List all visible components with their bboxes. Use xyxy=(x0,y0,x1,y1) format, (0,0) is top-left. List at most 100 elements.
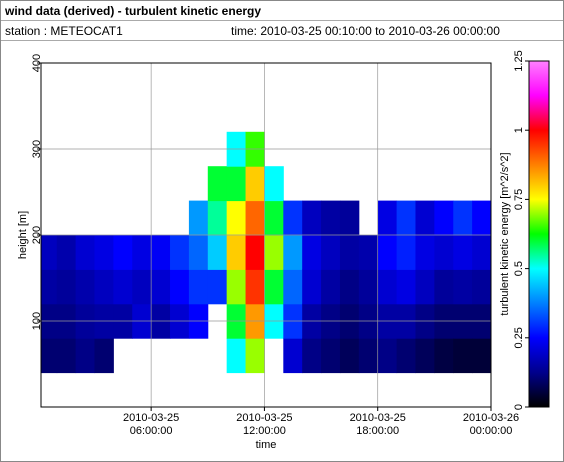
heat-cell xyxy=(41,338,58,374)
heat-cell xyxy=(188,235,209,270)
heat-cell xyxy=(56,338,77,374)
heat-cell xyxy=(283,338,303,374)
heat-cell xyxy=(245,200,265,236)
heat-cell xyxy=(434,338,454,374)
heat-cell xyxy=(453,200,473,236)
y-tick-label: 300 xyxy=(31,140,43,158)
heat-cell xyxy=(377,200,398,236)
heat-cell xyxy=(302,338,322,374)
heat-cell xyxy=(283,200,303,236)
heat-cell xyxy=(170,269,190,305)
colorbar-label: turbulent kinetic energy [m^2/s^2] xyxy=(499,152,511,315)
heat-cell xyxy=(207,235,228,270)
heat-cell xyxy=(434,200,454,236)
heat-cell xyxy=(245,269,265,305)
x-tick-label: 2010-03-26 00:00:00 xyxy=(462,412,520,437)
info-bar: station : METEOCAT1 time: 2010-03-25 00:… xyxy=(1,21,563,41)
heat-cell xyxy=(302,235,322,270)
heat-cell xyxy=(415,338,435,374)
heat-cell xyxy=(245,166,265,202)
heat-cell xyxy=(94,269,114,305)
colorbar xyxy=(528,60,550,408)
heat-cell xyxy=(358,338,379,374)
colorbar-tick-label: 1.25 xyxy=(513,50,525,71)
y-tick-label: 400 xyxy=(31,54,43,72)
station: station : METEOCAT1 xyxy=(5,24,123,38)
heat-cell xyxy=(453,269,473,305)
heat-cell xyxy=(453,235,473,270)
heat-cell xyxy=(415,200,435,236)
heat-cell xyxy=(339,269,360,305)
heat-cell xyxy=(472,200,492,236)
heat-cell xyxy=(75,269,95,305)
heat-cell xyxy=(132,235,152,270)
colorbar-tick-label: 0 xyxy=(513,404,525,410)
heat-cell xyxy=(41,269,58,305)
heat-cell xyxy=(207,166,228,202)
heat-cell xyxy=(245,338,265,374)
heat-cell xyxy=(415,269,435,305)
x-tick-label: 2010-03-25 06:00:00 xyxy=(122,412,180,437)
heat-cell xyxy=(283,235,303,270)
heat-cell xyxy=(113,235,133,270)
heat-cell xyxy=(396,269,416,305)
heat-cell xyxy=(434,235,454,270)
heat-cell xyxy=(113,269,133,305)
heat-cell xyxy=(434,269,454,305)
heat-cell xyxy=(264,235,284,270)
heat-cell xyxy=(56,235,77,270)
time-range: time: 2010-03-25 00:10:00 to 2010-03-26 … xyxy=(231,24,500,38)
heat-cell xyxy=(453,338,473,374)
heat-cell xyxy=(472,338,492,374)
heat-cell xyxy=(56,269,77,305)
heat-cell xyxy=(321,269,341,305)
heat-cell xyxy=(188,200,209,236)
heat-cell xyxy=(207,200,228,236)
heat-cell xyxy=(321,338,341,374)
heat-cell xyxy=(151,235,171,270)
heat-cell xyxy=(75,338,95,374)
heat-cell xyxy=(321,235,341,270)
heat-cell xyxy=(472,269,492,305)
heat-cell xyxy=(283,269,303,305)
colorbar-tick-label: 0.75 xyxy=(513,189,525,210)
heat-cell xyxy=(226,235,247,270)
heat-cell xyxy=(339,235,360,270)
y-axis-label: height [m] xyxy=(17,211,29,259)
heat-cell xyxy=(358,235,379,270)
heat-cell xyxy=(132,269,152,305)
heat-cell xyxy=(226,200,247,236)
heat-cell xyxy=(339,338,360,374)
heat-cell xyxy=(358,269,379,305)
colorbar-tick-label: 1 xyxy=(513,127,525,133)
heat-cell xyxy=(226,338,247,374)
heat-cell xyxy=(472,235,492,270)
heat-cell xyxy=(321,200,341,236)
heat-cell xyxy=(226,166,247,202)
heat-cell xyxy=(188,269,209,305)
heat-cell xyxy=(245,235,265,270)
heat-cell xyxy=(396,338,416,374)
heat-cell xyxy=(396,235,416,270)
plot-border xyxy=(40,62,492,408)
heat-cell xyxy=(41,235,58,270)
heat-cell xyxy=(396,200,416,236)
heat-cell xyxy=(264,200,284,236)
x-axis-label: time xyxy=(256,439,277,451)
heat-cell xyxy=(302,269,322,305)
heat-cell xyxy=(207,269,228,305)
x-tick-label: 2010-03-25 18:00:00 xyxy=(349,412,406,437)
heat-cell xyxy=(170,235,190,270)
heat-cell xyxy=(264,269,284,305)
heat-cell xyxy=(151,269,171,305)
heat-cell xyxy=(94,235,114,270)
heat-cell xyxy=(339,200,360,236)
heat-cell xyxy=(94,338,114,374)
heat-cell xyxy=(75,235,95,270)
colorbar-tick-label: 0.5 xyxy=(513,261,525,276)
y-tick-label: 200 xyxy=(31,226,43,244)
y-tick-label: 100 xyxy=(31,312,43,330)
heat-cell xyxy=(377,269,398,305)
heat-cell xyxy=(415,235,435,270)
